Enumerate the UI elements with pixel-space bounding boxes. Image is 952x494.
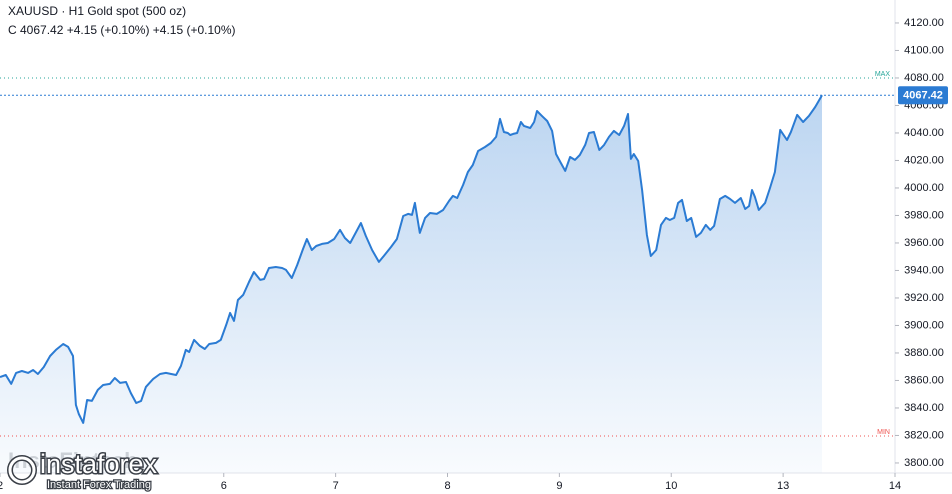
price-line bbox=[0, 94, 823, 424]
y-tick-label: 3880.00 bbox=[904, 347, 944, 359]
x-tick-label: 6 bbox=[221, 480, 227, 492]
y-tick-label: 4120.00 bbox=[904, 17, 944, 29]
y-tick-label: 3860.00 bbox=[904, 374, 944, 386]
y-tick-label: 4020.00 bbox=[904, 154, 944, 166]
y-tick-label: 4080.00 bbox=[904, 72, 944, 84]
y-tick-label: 3800.00 bbox=[904, 457, 944, 469]
chart-title: XAUUSD · H1 Gold spot (500 oz) bbox=[8, 4, 186, 18]
y-tick-label: 3840.00 bbox=[904, 402, 944, 414]
x-tick-label: 2 bbox=[0, 480, 3, 492]
area-fill bbox=[0, 95, 822, 474]
logo-icon bbox=[7, 455, 37, 485]
last-price-label: 4067.42 bbox=[903, 90, 943, 102]
logo-text: instaforex bbox=[40, 449, 158, 479]
y-tick-label: 4040.00 bbox=[904, 127, 944, 139]
y-tick-label: 3820.00 bbox=[904, 429, 944, 441]
plot-area bbox=[0, 77, 895, 474]
y-tick-label: 3960.00 bbox=[904, 237, 944, 249]
x-tick-label: 9 bbox=[556, 480, 562, 492]
branding: InstaFintech instaforex Instant Forex Tr… bbox=[7, 448, 159, 492]
logo-tagline: Instant Forex Trading bbox=[47, 479, 151, 491]
y-tick-label: 3920.00 bbox=[904, 292, 944, 304]
chart-subtitle: C 4067.42 +4.15 (+0.10%) +4.15 (+0.10%) bbox=[8, 23, 236, 37]
x-tick-label: 13 bbox=[777, 480, 789, 492]
x-tick-label: 8 bbox=[444, 480, 450, 492]
min-line-label: MIN bbox=[877, 429, 890, 436]
x-tick-label: 10 bbox=[665, 480, 677, 492]
y-tick-label: 4100.00 bbox=[904, 44, 944, 56]
y-tick-label: 4000.00 bbox=[904, 182, 944, 194]
y-tick-label: 3980.00 bbox=[904, 209, 944, 221]
y-tick-label: 3940.00 bbox=[904, 264, 944, 276]
x-tick-label: 14 bbox=[889, 480, 901, 492]
last-price-box bbox=[898, 86, 948, 105]
y-tick-label: 3900.00 bbox=[904, 319, 944, 331]
x-tick-label: 7 bbox=[333, 480, 339, 492]
max-line-label: MAX bbox=[875, 71, 891, 78]
